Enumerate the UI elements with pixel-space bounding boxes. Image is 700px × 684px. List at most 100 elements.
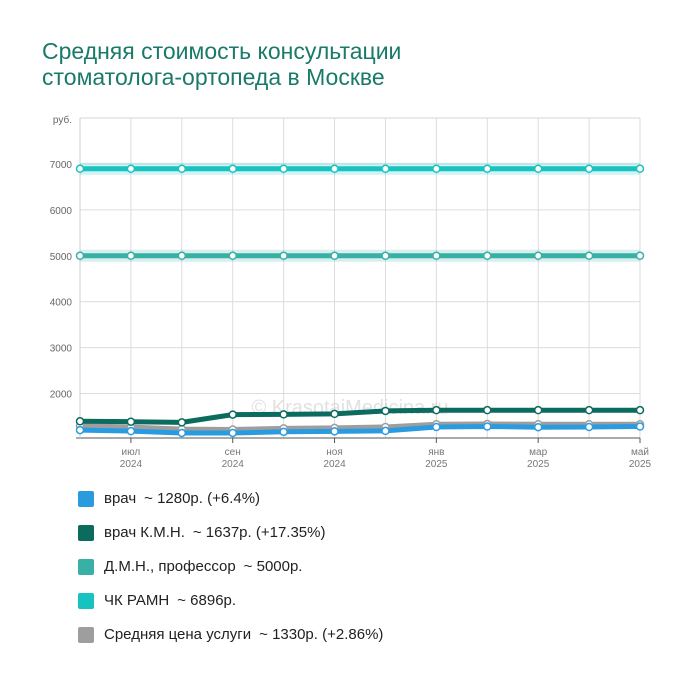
data-point	[432, 251, 441, 261]
series-line	[77, 407, 643, 425]
data-point	[381, 251, 390, 261]
data-point	[584, 405, 594, 415]
y-tick-label: 7000	[50, 160, 73, 171]
data-point	[279, 427, 288, 437]
data-point	[330, 409, 339, 419]
chart-legend: врач ~ 1280р. (+6.4%) врач К.М.Н. ~ 1637р. …	[78, 487, 383, 657]
data-point	[177, 418, 187, 427]
data-point	[228, 428, 237, 438]
y-tick-label: 3000	[50, 344, 73, 355]
legend-series-value: ~ 6896р.	[177, 592, 237, 609]
data-point	[533, 405, 543, 415]
x-tick-label-year: 2024	[222, 459, 245, 470]
x-tick-label-year: 2024	[120, 459, 143, 470]
data-point	[177, 428, 187, 438]
y-tick-label: 6000	[50, 206, 73, 217]
data-point	[126, 426, 136, 436]
legend-item[interactable]: врач К.М.Н. ~ 1637р. (+17.35%)	[78, 521, 383, 544]
series-line	[77, 421, 643, 432]
data-point	[177, 251, 187, 261]
chart-title-line-1: Средняя стоимость консультации	[42, 38, 402, 64]
x-tick-label-year: 2025	[629, 459, 652, 470]
data-point	[533, 251, 543, 261]
x-tick-label-month: мар	[529, 447, 547, 458]
legend-series-name: ЧК РАМН	[104, 592, 170, 609]
y-tick-label: 5000	[50, 252, 73, 263]
legend-item[interactable]: ЧК РАМН ~ 6896р.	[78, 589, 383, 612]
legend-label: врач ~ 1280р. (+6.4%)	[104, 490, 260, 507]
legend-separator	[236, 558, 244, 575]
legend-swatch	[78, 626, 94, 643]
data-point	[533, 422, 543, 432]
line-chart: руб.700060005000400030002000июл2024сен20…	[50, 114, 652, 470]
legend-label: врач К.М.Н. ~ 1637р. (+17.35%)	[104, 524, 325, 541]
legend-series-name: Средняя цена услуги	[104, 626, 252, 643]
data-point	[483, 251, 492, 261]
data-point	[75, 417, 85, 426]
data-point	[432, 405, 441, 415]
legend-swatch	[78, 558, 94, 575]
legend-separator	[136, 490, 144, 507]
data-point	[381, 426, 390, 436]
data-point	[635, 422, 645, 431]
data-point	[584, 164, 594, 174]
legend-separator	[185, 524, 193, 541]
legend-series-value: ~ 1330р. (+2.86%)	[259, 626, 384, 643]
series-line	[77, 424, 643, 436]
data-point	[381, 406, 390, 416]
x-tick-label-year: 2024	[323, 459, 346, 470]
x-tick-label-month: сен	[225, 447, 241, 458]
data-point	[584, 422, 594, 432]
legend-series-name: врач К.М.Н.	[104, 524, 185, 541]
legend-label: ЧК РАМН ~ 6896р.	[104, 592, 236, 609]
chart-title: Средняя стоимость консультации стоматоло…	[42, 38, 662, 90]
legend-item[interactable]: Средняя цена услуги ~ 1330р. (+2.86%)	[78, 623, 383, 646]
data-point	[228, 251, 237, 261]
data-point	[330, 251, 339, 261]
y-tick-label: 4000	[50, 298, 73, 309]
data-point	[75, 425, 85, 435]
x-tick-label-month: ноя	[326, 447, 343, 458]
data-point	[432, 422, 441, 432]
data-point	[330, 427, 339, 436]
x-tick-label-year: 2025	[425, 459, 448, 470]
legend-label: Д.М.Н., профессор ~ 5000р.	[104, 558, 302, 575]
data-point	[279, 251, 288, 261]
x-tick-label-month: май	[631, 447, 649, 458]
legend-series-name: врач	[104, 490, 137, 507]
legend-series-name: Д.М.Н., профессор	[104, 558, 236, 575]
legend-swatch	[78, 524, 94, 541]
data-point	[126, 164, 136, 174]
data-point	[75, 251, 85, 261]
data-point	[381, 164, 390, 174]
legend-item[interactable]: врач ~ 1280р. (+6.4%)	[78, 487, 383, 510]
data-point	[483, 422, 492, 431]
data-point	[75, 164, 85, 174]
data-point	[279, 164, 288, 174]
y-axis-unit-label: руб.	[53, 114, 72, 126]
chart-title-line-2: стоматолога-ортопеда в Москве	[42, 64, 385, 90]
data-point	[635, 251, 645, 261]
data-point	[177, 164, 187, 174]
data-point	[279, 410, 288, 419]
legend-separator	[251, 626, 259, 643]
x-tick-label-month: янв	[428, 447, 444, 458]
legend-item[interactable]: Д.М.Н., профессор ~ 5000р.	[78, 555, 383, 578]
data-point	[126, 417, 136, 426]
legend-swatch	[78, 592, 94, 609]
data-point	[228, 410, 237, 419]
y-tick-label: 2000	[50, 390, 73, 401]
data-point	[584, 251, 594, 261]
data-point	[483, 405, 492, 415]
legend-swatch	[78, 490, 94, 507]
x-tick-label-month: июл	[122, 447, 141, 458]
legend-series-value: ~ 1280р. (+6.4%)	[144, 490, 261, 507]
legend-series-value: ~ 1637р. (+17.35%)	[192, 524, 326, 541]
data-point	[635, 164, 645, 174]
data-point	[533, 164, 543, 174]
legend-label: Средняя цена услуги ~ 1330р. (+2.86%)	[104, 626, 383, 643]
data-point	[330, 164, 339, 174]
legend-series-value: ~ 5000р.	[243, 558, 303, 575]
data-point	[432, 164, 441, 174]
data-point	[483, 164, 492, 174]
